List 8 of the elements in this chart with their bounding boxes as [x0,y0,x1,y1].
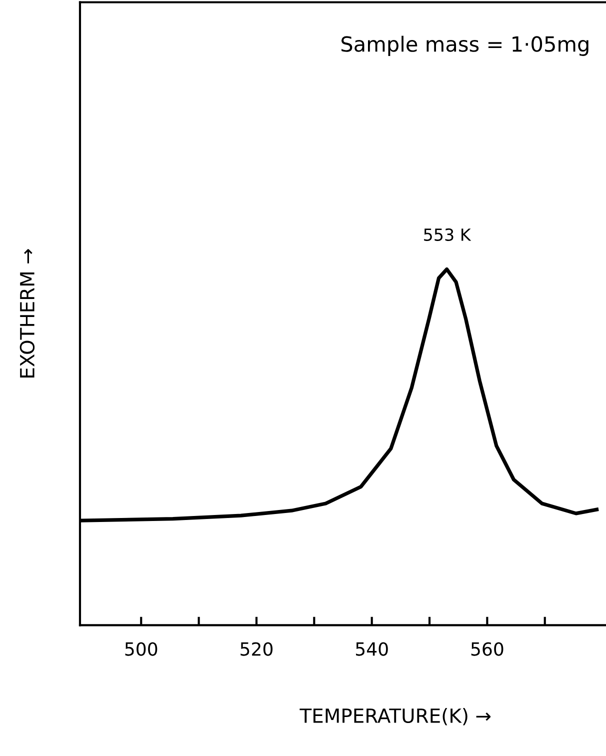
x-tick-label: 500 [125,642,158,656]
text: Sample mass = 1·05mg [341,36,588,56]
x-axis-title: TEMPERATURE(K) → [300,708,491,726]
y-axis-title: EXOTHERM → [20,249,35,378]
x-tick-label: 560 [471,642,504,656]
annotation: 553 K [424,228,472,242]
x-tick-label: 540 [356,642,388,656]
x-tick-label: 520 [240,642,273,656]
